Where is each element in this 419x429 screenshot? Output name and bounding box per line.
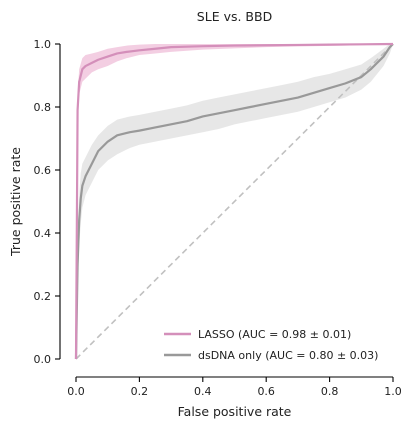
y-axis: 0.0 0.2 0.4 0.6 0.8 1.0 — [34, 38, 61, 366]
chance-line — [75, 43, 394, 360]
x-axis: 0.0 0.2 0.4 0.6 0.8 1.0 — [67, 376, 402, 398]
chart-title: SLE vs. BBD — [197, 9, 272, 24]
y-axis-label: True positive rate — [8, 147, 23, 257]
x-tick-label: 1.0 — [384, 385, 402, 398]
x-tick-label: 0.2 — [131, 385, 149, 398]
y-tick-label: 1.0 — [34, 38, 52, 51]
y-tick-label: 0.8 — [34, 101, 52, 114]
plot-area — [74, 42, 394, 360]
y-tick-label: 0.4 — [34, 227, 52, 240]
x-tick-label: 0.6 — [257, 385, 275, 398]
series-0-line — [74, 42, 394, 360]
series-1-line — [74, 43, 394, 360]
x-axis-label: False positive rate — [178, 404, 292, 419]
y-tick-label: 0.0 — [34, 353, 52, 366]
x-tick-label: 0.8 — [321, 385, 339, 398]
series-1-band — [76, 44, 393, 359]
x-tick-label: 0.0 — [67, 385, 85, 398]
legend-label-0: LASSO (AUC = 0.98 ± 0.01) — [198, 328, 351, 341]
legend-label-1: dsDNA only (AUC = 0.80 ± 0.03) — [198, 349, 378, 362]
legend: LASSO (AUC = 0.98 ± 0.01) dsDNA only (AUC… — [164, 328, 378, 362]
y-tick-label: 0.2 — [34, 290, 52, 303]
y-tick-label: 0.6 — [34, 164, 52, 177]
x-tick-label: 0.4 — [194, 385, 212, 398]
